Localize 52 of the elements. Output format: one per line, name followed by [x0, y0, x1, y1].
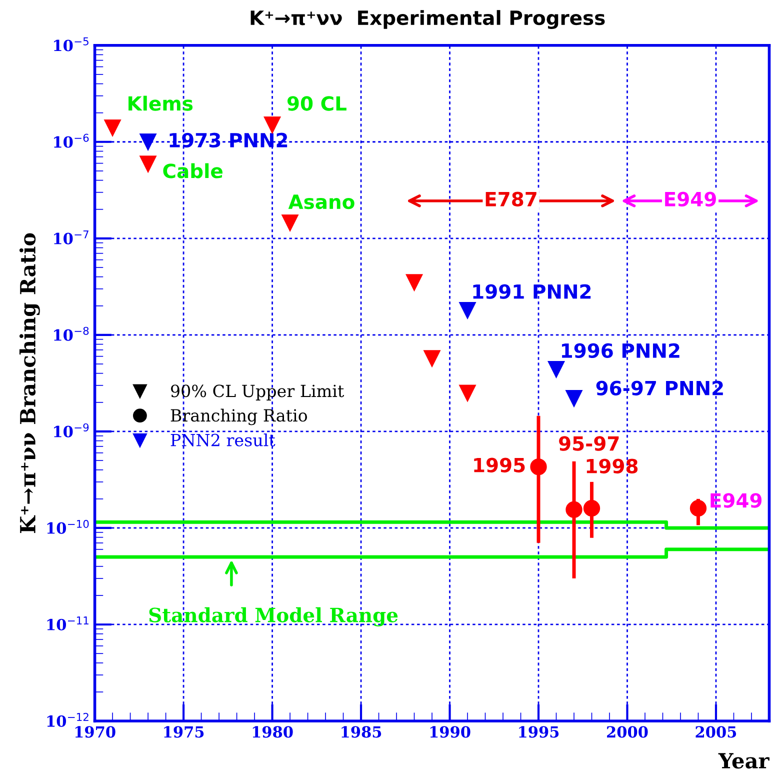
legend-label: PNN2 result	[170, 433, 276, 446]
point	[548, 361, 565, 378]
x-axis-title: Year	[718, 753, 770, 769]
chart-title: K⁺→π⁺νν Experimental Progress	[250, 10, 605, 30]
x-tick-label: 1985	[342, 726, 382, 738]
x-tick-label: 1980	[252, 726, 293, 738]
point	[459, 384, 476, 402]
y-tick-label: 10$^{−6}$	[54, 134, 89, 148]
annotation: 1996 PNN2	[562, 343, 680, 358]
annotation: E949	[665, 192, 716, 206]
y-tick-label: 10$^{−7}$	[54, 230, 88, 244]
annotation: 90% CL Upper Limit	[171, 384, 344, 400]
annotation: E787	[486, 192, 536, 206]
annotation: 1991 PNN2	[473, 284, 591, 299]
annotation: 1973 PNN2	[170, 132, 288, 148]
point	[140, 134, 156, 150]
point	[282, 214, 298, 232]
annotation: Cable	[163, 163, 222, 178]
point	[140, 156, 156, 172]
point	[104, 119, 121, 136]
annotation: Standard Model Range	[149, 607, 398, 626]
y-tick-label: 10$^{−12}$	[47, 712, 88, 727]
y-tick-label: 10$^{−8}$	[54, 326, 89, 341]
x-tick-label: 1970	[75, 726, 116, 738]
y-tick-label: 10$^{−11}$	[47, 616, 88, 630]
annotation: 90 CL	[287, 96, 346, 111]
point	[264, 116, 281, 134]
y-axis-title: K⁺→π⁺νν Branching Ratio	[19, 233, 40, 534]
point	[406, 274, 423, 291]
x-tick-label: 1990	[430, 726, 470, 738]
annotation: Branching Ratio	[170, 408, 308, 426]
annotation: 1995	[474, 458, 525, 472]
annotation: 96-97 PNN2	[596, 380, 723, 396]
point	[424, 350, 440, 367]
annotation: E949	[710, 493, 762, 508]
annotation: 95-97	[559, 436, 619, 451]
annotation: Asano	[288, 194, 354, 210]
y-tick-label: 10$^{−9}$	[54, 423, 89, 438]
point	[530, 458, 547, 476]
x-tick-label: 2000	[607, 726, 648, 738]
point	[583, 500, 600, 517]
x-tick-label: 1995	[519, 726, 559, 738]
annotation: 1998	[586, 458, 638, 474]
x-tick-label: 2005	[696, 726, 736, 738]
point	[690, 500, 707, 517]
x-tick-label: 1975	[164, 726, 204, 738]
annotation: Klems	[128, 96, 193, 111]
point	[459, 302, 476, 319]
y-tick-label: 10$^{−10}$	[47, 520, 89, 534]
point	[566, 501, 582, 518]
y-tick-label: 10$^{−5}$	[54, 37, 88, 52]
point	[566, 390, 582, 407]
